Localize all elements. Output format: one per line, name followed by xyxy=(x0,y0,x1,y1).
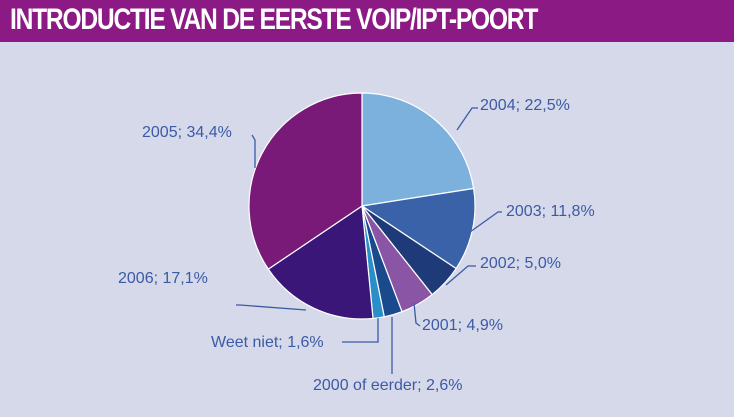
pie-slice-2004 xyxy=(361,92,475,207)
chart-title: INTRODUCTIE VAN DE EERSTE VOIP/IPT-POORT xyxy=(10,3,538,36)
leader-line-2003 xyxy=(469,211,502,233)
leader-line-weet-niet xyxy=(342,318,379,343)
pie-slice-2006 xyxy=(267,204,374,320)
leader-line-2006 xyxy=(236,304,307,311)
slice-labels: 2004; 22,5% 2003; 11,8% 2002; 5,0% 2001; 4,… xyxy=(118,97,595,394)
slice-label-2002: 2002; 5,0% xyxy=(480,255,561,272)
title-bar: INTRODUCTIE VAN DE EERSTE VOIP/IPT-POORT xyxy=(0,0,734,42)
slice-label-2006: 2006; 17,1% xyxy=(118,270,208,287)
leader-line-2002 xyxy=(445,265,476,286)
slice-label-2003: 2003; 11,8% xyxy=(506,203,595,220)
slice-label-2004: 2004; 22,5% xyxy=(480,97,570,114)
slice-label-2000-of-eerder: 2000 of eerder; 2,6% xyxy=(313,377,462,394)
slice-label-2001: 2001; 4,9% xyxy=(422,317,503,334)
leader-lines xyxy=(236,107,502,374)
leader-line-2001 xyxy=(413,302,421,327)
leader-line-2005 xyxy=(251,134,256,168)
pie-slices xyxy=(248,92,476,320)
leader-line-2004 xyxy=(456,107,478,131)
slice-label-2005: 2005; 34,4% xyxy=(142,124,232,141)
pie-slice-2005 xyxy=(248,92,363,270)
slice-label-weet-niet: Weet niet; 1,6% xyxy=(211,334,324,351)
